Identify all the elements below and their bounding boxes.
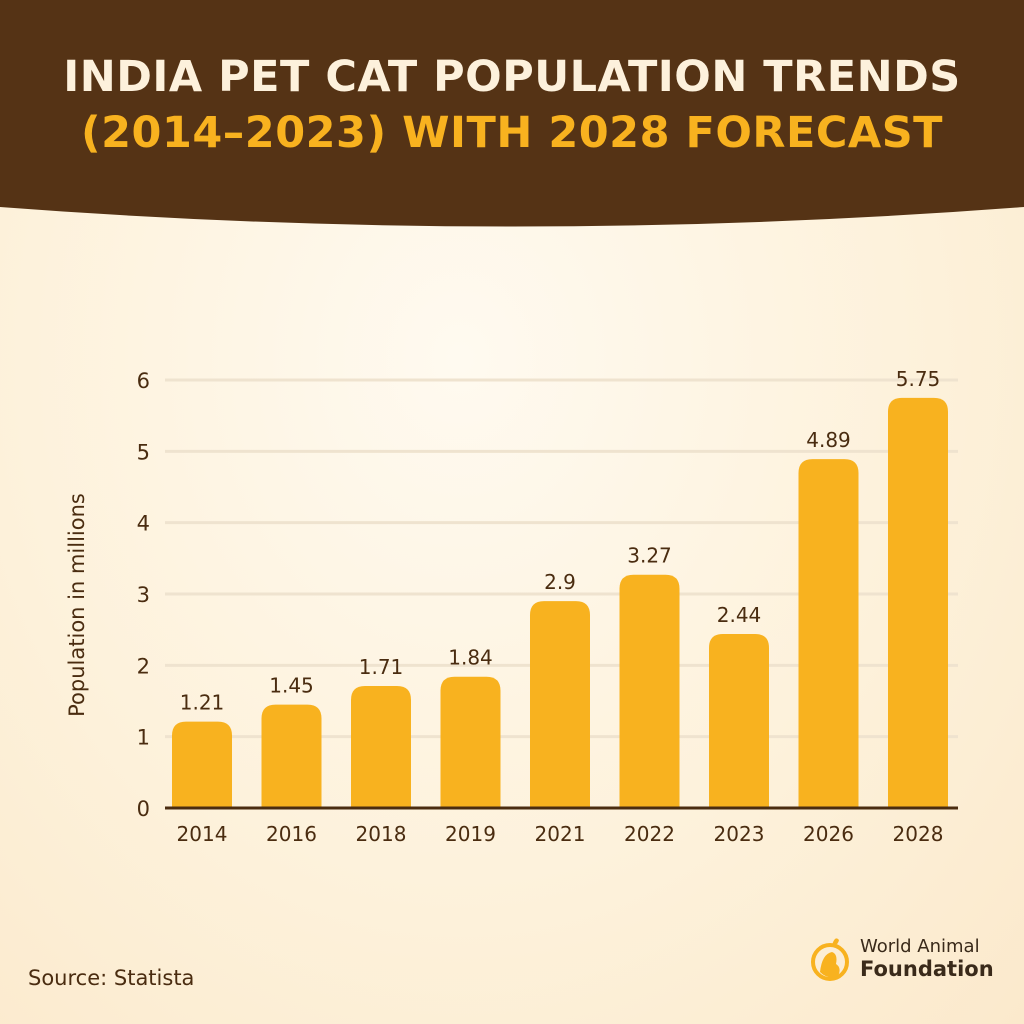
y-tick-label: 4: [137, 512, 150, 536]
y-tick-label: 6: [137, 369, 150, 393]
data-label: 1.45: [269, 674, 314, 698]
chart-title-line1: INDIA PET CAT POPULATION TRENDS: [63, 52, 961, 102]
x-tick-label: 2016: [266, 822, 317, 846]
logo-line2: Foundation: [860, 957, 994, 981]
data-label: 3.27: [627, 544, 672, 568]
bar: [619, 574, 680, 808]
x-tick-label: 2018: [356, 822, 407, 846]
data-label: 2.9: [544, 570, 576, 594]
world-animal-foundation-logo: World Animal Foundation: [808, 932, 994, 984]
bar: [440, 676, 501, 808]
bar: [351, 686, 411, 808]
y-axis-label: Population in millions: [65, 493, 89, 717]
data-label: 1.21: [180, 691, 225, 715]
x-tick-label: 2021: [535, 822, 586, 846]
x-tick-label: 2026: [803, 822, 854, 846]
y-tick-label: 1: [137, 726, 150, 750]
y-tick-label: 0: [137, 797, 150, 821]
bar: [888, 397, 948, 808]
chart-title-line2: (2014–2023) WITH 2028 FORECAST: [80, 108, 944, 158]
data-label: 1.84: [448, 646, 493, 670]
data-label: 4.89: [806, 428, 851, 452]
data-label: 2.44: [717, 603, 762, 627]
bar: [798, 459, 859, 808]
source-note: Source: Statista: [28, 966, 195, 990]
bar: [530, 601, 590, 808]
x-tick-label: 2019: [445, 822, 496, 846]
logo-line1: World Animal: [860, 936, 980, 957]
y-tick-label: 3: [137, 583, 150, 607]
x-tick-label: 2028: [893, 822, 944, 846]
bar: [709, 633, 769, 808]
data-label: 5.75: [896, 367, 941, 391]
data-label: 1.71: [359, 655, 404, 679]
bar: [261, 704, 322, 808]
x-tick-label: 2022: [624, 822, 675, 846]
x-tick-label: 2023: [714, 822, 765, 846]
x-tick-label: 2014: [177, 822, 228, 846]
y-tick-label: 5: [137, 440, 150, 464]
bar: [172, 721, 232, 808]
header-banner: [0, 0, 1024, 227]
animal-logo-icon: [811, 938, 849, 981]
y-tick-label: 2: [137, 654, 150, 678]
